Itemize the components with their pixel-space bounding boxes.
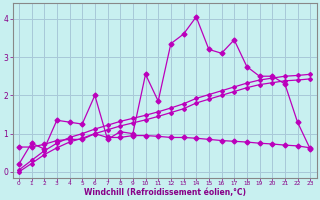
X-axis label: Windchill (Refroidissement éolien,°C): Windchill (Refroidissement éolien,°C): [84, 188, 245, 197]
